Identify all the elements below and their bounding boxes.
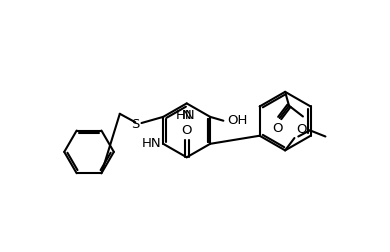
Text: N: N [182, 109, 191, 122]
Text: O: O [296, 123, 307, 136]
Text: HN: HN [141, 137, 161, 149]
Text: S: S [131, 118, 139, 131]
Text: O: O [181, 124, 192, 137]
Text: O: O [272, 122, 283, 135]
Text: HN: HN [176, 109, 195, 122]
Text: OH: OH [227, 114, 248, 127]
